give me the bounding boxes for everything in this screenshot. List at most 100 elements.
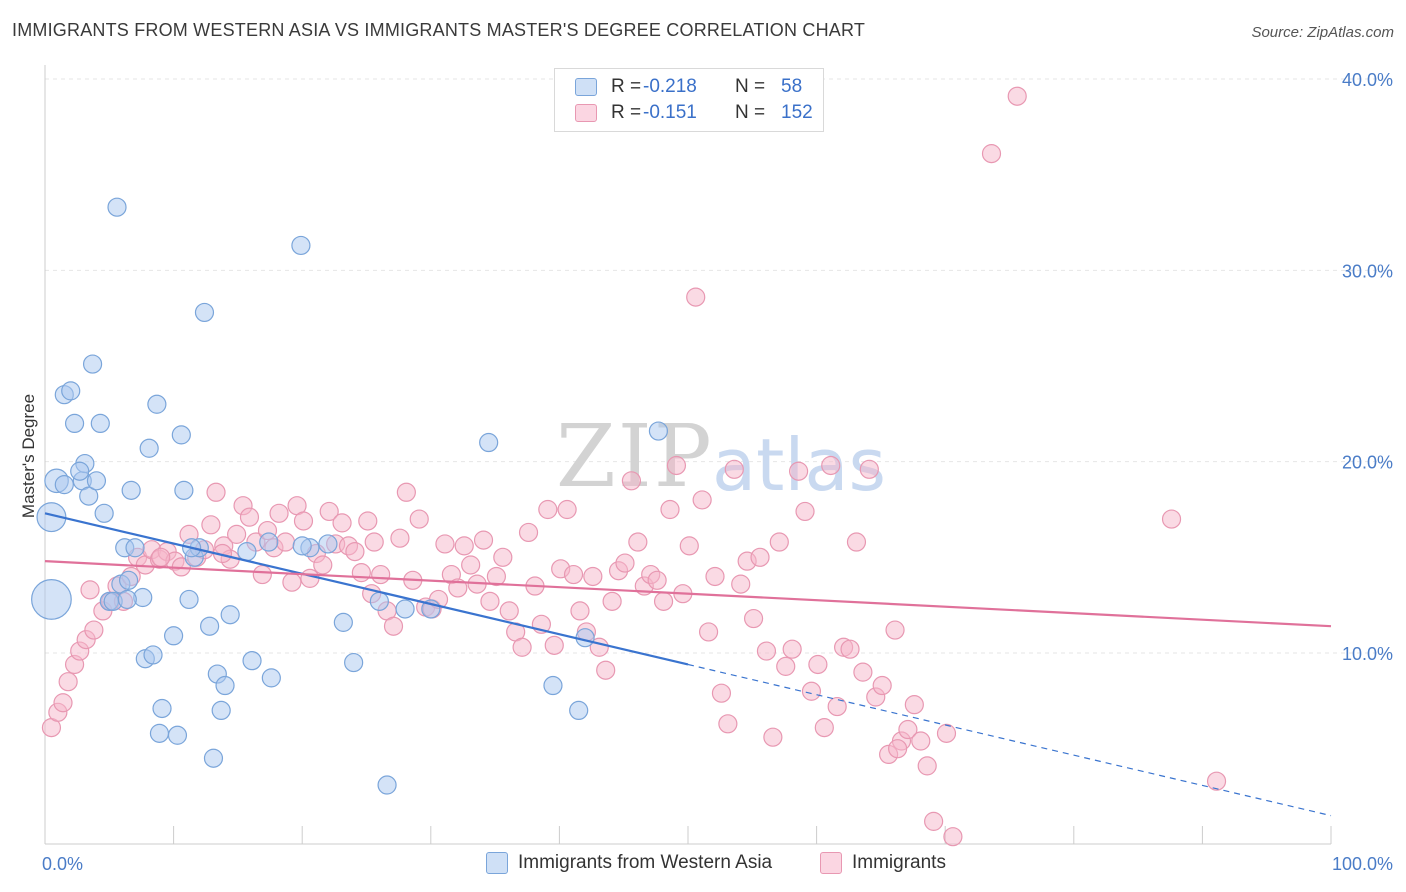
legend-label-western-asia: Immigrants from Western Asia [518, 852, 773, 873]
x-tick-label: 100.0% [1332, 854, 1393, 874]
grid-layer [45, 78, 1392, 654]
immigrants-point [872, 675, 892, 696]
western-asia-point [569, 700, 589, 721]
western-asia-point [648, 421, 669, 441]
immigrants-point [206, 482, 226, 502]
immigrants-point [300, 568, 320, 588]
immigrants-point [904, 695, 924, 715]
immigrants-point [756, 641, 777, 661]
series-legend: Immigrants from Western Asia Immigrants [0, 852, 1406, 878]
watermark-zip: ZIP [556, 407, 714, 507]
immigrants-point [201, 515, 221, 535]
n-label: N = [735, 102, 766, 123]
immigrants-point [583, 566, 603, 587]
immigrants-point [821, 455, 841, 476]
immigrants-point [518, 522, 539, 543]
legend-swatch-western-asia [486, 852, 508, 874]
immigrants-point [563, 564, 584, 585]
western-asia-point [31, 579, 72, 620]
western-asia-point [125, 538, 145, 558]
western-asia-point [61, 381, 81, 401]
western-asia-point [118, 570, 139, 590]
western-asia-point [167, 725, 188, 745]
western-asia-point [164, 626, 184, 646]
immigrants-point [782, 639, 802, 659]
immigrants-point [859, 459, 879, 479]
western-asia-point [261, 668, 281, 688]
immigrants-point [911, 731, 931, 751]
r-label: R = [611, 102, 642, 123]
western-asia-point [54, 475, 74, 495]
immigrants-trendline [44, 560, 1332, 628]
legend-swatch-blue [575, 78, 597, 96]
immigrants-point [53, 693, 73, 713]
immigrants-point [936, 723, 957, 743]
western-asia-trendline [44, 512, 689, 666]
western-asia-point [79, 486, 99, 506]
y-axis-label: Master's Degree [19, 394, 38, 518]
western-asia-point [344, 652, 364, 673]
immigrants-point [383, 616, 404, 636]
immigrants-point [621, 471, 642, 491]
immigrants-point [319, 501, 339, 522]
western-asia-point [333, 612, 353, 632]
immigrants-point [679, 536, 699, 556]
western-asia-point [242, 651, 262, 671]
immigrants-point [827, 696, 847, 717]
western-asia-trendline-extension [687, 663, 1332, 817]
immigrants-point [58, 672, 78, 692]
immigrants-point [390, 528, 410, 548]
immigrants-point [351, 563, 371, 583]
immigrants-point [499, 601, 519, 621]
legend-swatch-immigrants [820, 852, 842, 874]
y-tick-label: 10.0% [1342, 644, 1393, 664]
r-value: -0.151 [643, 102, 697, 123]
immigrants-point [698, 622, 719, 642]
western-asia-point [179, 589, 199, 610]
western-asia-point [237, 541, 257, 562]
immigrants-point [776, 656, 796, 676]
immigrants-point [808, 654, 828, 675]
immigrants-point [692, 490, 712, 510]
immigrants-point [743, 608, 764, 629]
immigrants-point [705, 566, 725, 587]
immigrants-point [596, 660, 616, 680]
immigrants-point [846, 532, 867, 552]
immigrants-point [269, 503, 289, 523]
western-asia-point [543, 675, 563, 696]
immigrants-point [486, 566, 506, 587]
western-asia-point [94, 503, 114, 523]
immigrants-point [544, 635, 564, 655]
immigrants-point [924, 811, 944, 831]
western-asia-point [117, 589, 137, 610]
legend-label-immigrants: Immigrants [852, 852, 946, 873]
immigrants-point [332, 513, 352, 533]
watermark: ZIP atlas [556, 407, 886, 507]
y-tick-label: 40.0% [1342, 70, 1393, 90]
immigrants-point [570, 601, 590, 621]
immigrants-point [282, 572, 302, 592]
western-asia-point [147, 394, 167, 414]
immigrants-point [686, 287, 706, 307]
immigrants-point [898, 719, 918, 740]
y-tick-label: 20.0% [1342, 453, 1393, 473]
stats-legend-row-blue: R = -0.218 N = 58 [575, 74, 802, 100]
immigrants-point [814, 718, 834, 738]
immigrants-point [275, 532, 296, 552]
western-asia-point [90, 413, 110, 433]
western-asia-point [292, 536, 312, 556]
immigrants-point [731, 574, 751, 594]
immigrants-point [512, 637, 532, 657]
western-asia-point [291, 235, 311, 256]
immigrants-point [750, 547, 770, 567]
western-asia-point [200, 616, 220, 636]
western-asia-point [211, 700, 231, 721]
immigrants-point [293, 511, 314, 531]
immigrants-point [917, 756, 937, 776]
western-asia-point [107, 197, 127, 217]
y-tick-label: 30.0% [1342, 261, 1393, 281]
western-asia-point [121, 480, 141, 500]
r-value: -0.218 [643, 76, 697, 97]
immigrants-point [724, 459, 744, 479]
